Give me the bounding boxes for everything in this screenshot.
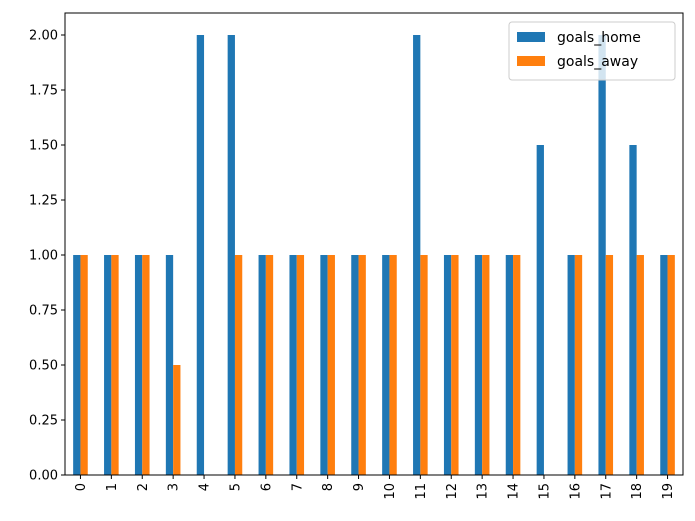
x-tick-label: 5 bbox=[228, 483, 243, 491]
x-tick-label: 2 bbox=[136, 483, 151, 491]
bar-goals-home-3 bbox=[165, 255, 174, 475]
x-tick-label: 7 bbox=[290, 483, 305, 491]
bar-goals-home-8 bbox=[320, 255, 328, 475]
y-tick-label: 1.00 bbox=[29, 249, 58, 264]
legend-swatch-goals-away bbox=[517, 56, 545, 66]
bar-goals-home-0 bbox=[73, 255, 81, 475]
bar-goals-away-13 bbox=[482, 255, 490, 475]
x-tick-label: 1 bbox=[105, 483, 120, 491]
y-tick-label: 0.00 bbox=[29, 469, 58, 484]
bar-goals-home-1 bbox=[104, 255, 112, 475]
bar-goals-home-12 bbox=[443, 255, 452, 475]
bar-goals-home-6 bbox=[258, 255, 266, 475]
bar-goals-home-5 bbox=[227, 35, 235, 475]
bar-goals-away-10 bbox=[389, 255, 397, 475]
x-tick-label: 4 bbox=[198, 483, 213, 491]
bar-goals-home-9 bbox=[351, 255, 359, 475]
bar-goals-away-2 bbox=[142, 255, 150, 475]
bar-goals-home-11 bbox=[413, 35, 421, 475]
plot-frame bbox=[64, 12, 684, 476]
y-tick-label: 1.75 bbox=[29, 84, 58, 99]
axes-layer: 0.000.250.500.751.001.251.501.752.000 1 2 3… bbox=[29, 12, 684, 500]
bar-goals-away-14 bbox=[513, 255, 521, 475]
x-tick-label: 16 bbox=[568, 483, 583, 500]
y-tick-label: 1.25 bbox=[29, 194, 58, 209]
y-tick-label: 1.50 bbox=[29, 139, 58, 154]
bar-goals-home-10 bbox=[382, 255, 390, 475]
bar-goals-away-11 bbox=[420, 255, 428, 475]
x-tick-label: 9 bbox=[352, 483, 367, 491]
bar-goals-home-2 bbox=[134, 255, 143, 475]
bar-goals-away-5 bbox=[234, 255, 243, 475]
bar-goals-away-17 bbox=[605, 255, 614, 475]
legend-label-goals-away: goals_away bbox=[557, 54, 638, 70]
bar-goals-home-7 bbox=[289, 255, 297, 475]
legend: goals_home goals_away bbox=[508, 21, 676, 81]
legend-swatch-goals-home bbox=[517, 32, 545, 42]
bar-goals-away-8 bbox=[327, 255, 335, 475]
x-tick-label: 18 bbox=[630, 483, 645, 500]
bar-goals-away-7 bbox=[296, 255, 305, 475]
bar-goals-away-0 bbox=[80, 255, 88, 475]
x-tick-label: 0 bbox=[74, 483, 89, 491]
bar-goals-home-19 bbox=[660, 255, 668, 475]
x-tick-label: 15 bbox=[537, 483, 552, 500]
y-tick-label: 0.50 bbox=[29, 359, 58, 374]
bar-goals-away-18 bbox=[636, 255, 644, 475]
bars-layer bbox=[73, 35, 675, 475]
legend-box bbox=[508, 21, 676, 81]
y-tick-label: 0.25 bbox=[29, 414, 58, 429]
x-tick-label: 10 bbox=[383, 483, 398, 500]
bar-goals-home-17 bbox=[598, 35, 606, 475]
x-tick-label: 13 bbox=[476, 483, 491, 500]
bar-goals-away-19 bbox=[667, 255, 675, 475]
bar-goals-away-9 bbox=[358, 255, 366, 475]
bar-goals-home-14 bbox=[505, 255, 514, 475]
bar-goals-home-13 bbox=[474, 255, 483, 475]
y-tick-label: 0.75 bbox=[29, 304, 58, 319]
bar-goals-away-6 bbox=[265, 255, 274, 475]
bar-goals-away-3 bbox=[173, 365, 181, 475]
legend-label-goals-home: goals_home bbox=[557, 30, 641, 46]
bar-goals-away-16 bbox=[574, 255, 583, 475]
x-tick-label: 3 bbox=[167, 483, 182, 491]
x-tick-label: 19 bbox=[661, 483, 676, 500]
x-tick-label: 12 bbox=[445, 483, 460, 500]
x-tick-label: 6 bbox=[259, 483, 274, 491]
bar-goals-home-18 bbox=[629, 145, 637, 475]
bar-goals-away-12 bbox=[451, 255, 459, 475]
bar-goals-home-4 bbox=[196, 35, 205, 475]
x-tick-label: 8 bbox=[321, 483, 336, 491]
bar-goals-home-15 bbox=[536, 145, 544, 475]
bar-goals-home-16 bbox=[567, 255, 575, 475]
x-tick-label: 11 bbox=[414, 483, 429, 500]
y-tick-label: 2.00 bbox=[29, 29, 58, 44]
bar-goals-away-1 bbox=[111, 255, 119, 475]
x-tick-label: 14 bbox=[507, 483, 522, 500]
x-tick-label: 17 bbox=[599, 483, 614, 500]
